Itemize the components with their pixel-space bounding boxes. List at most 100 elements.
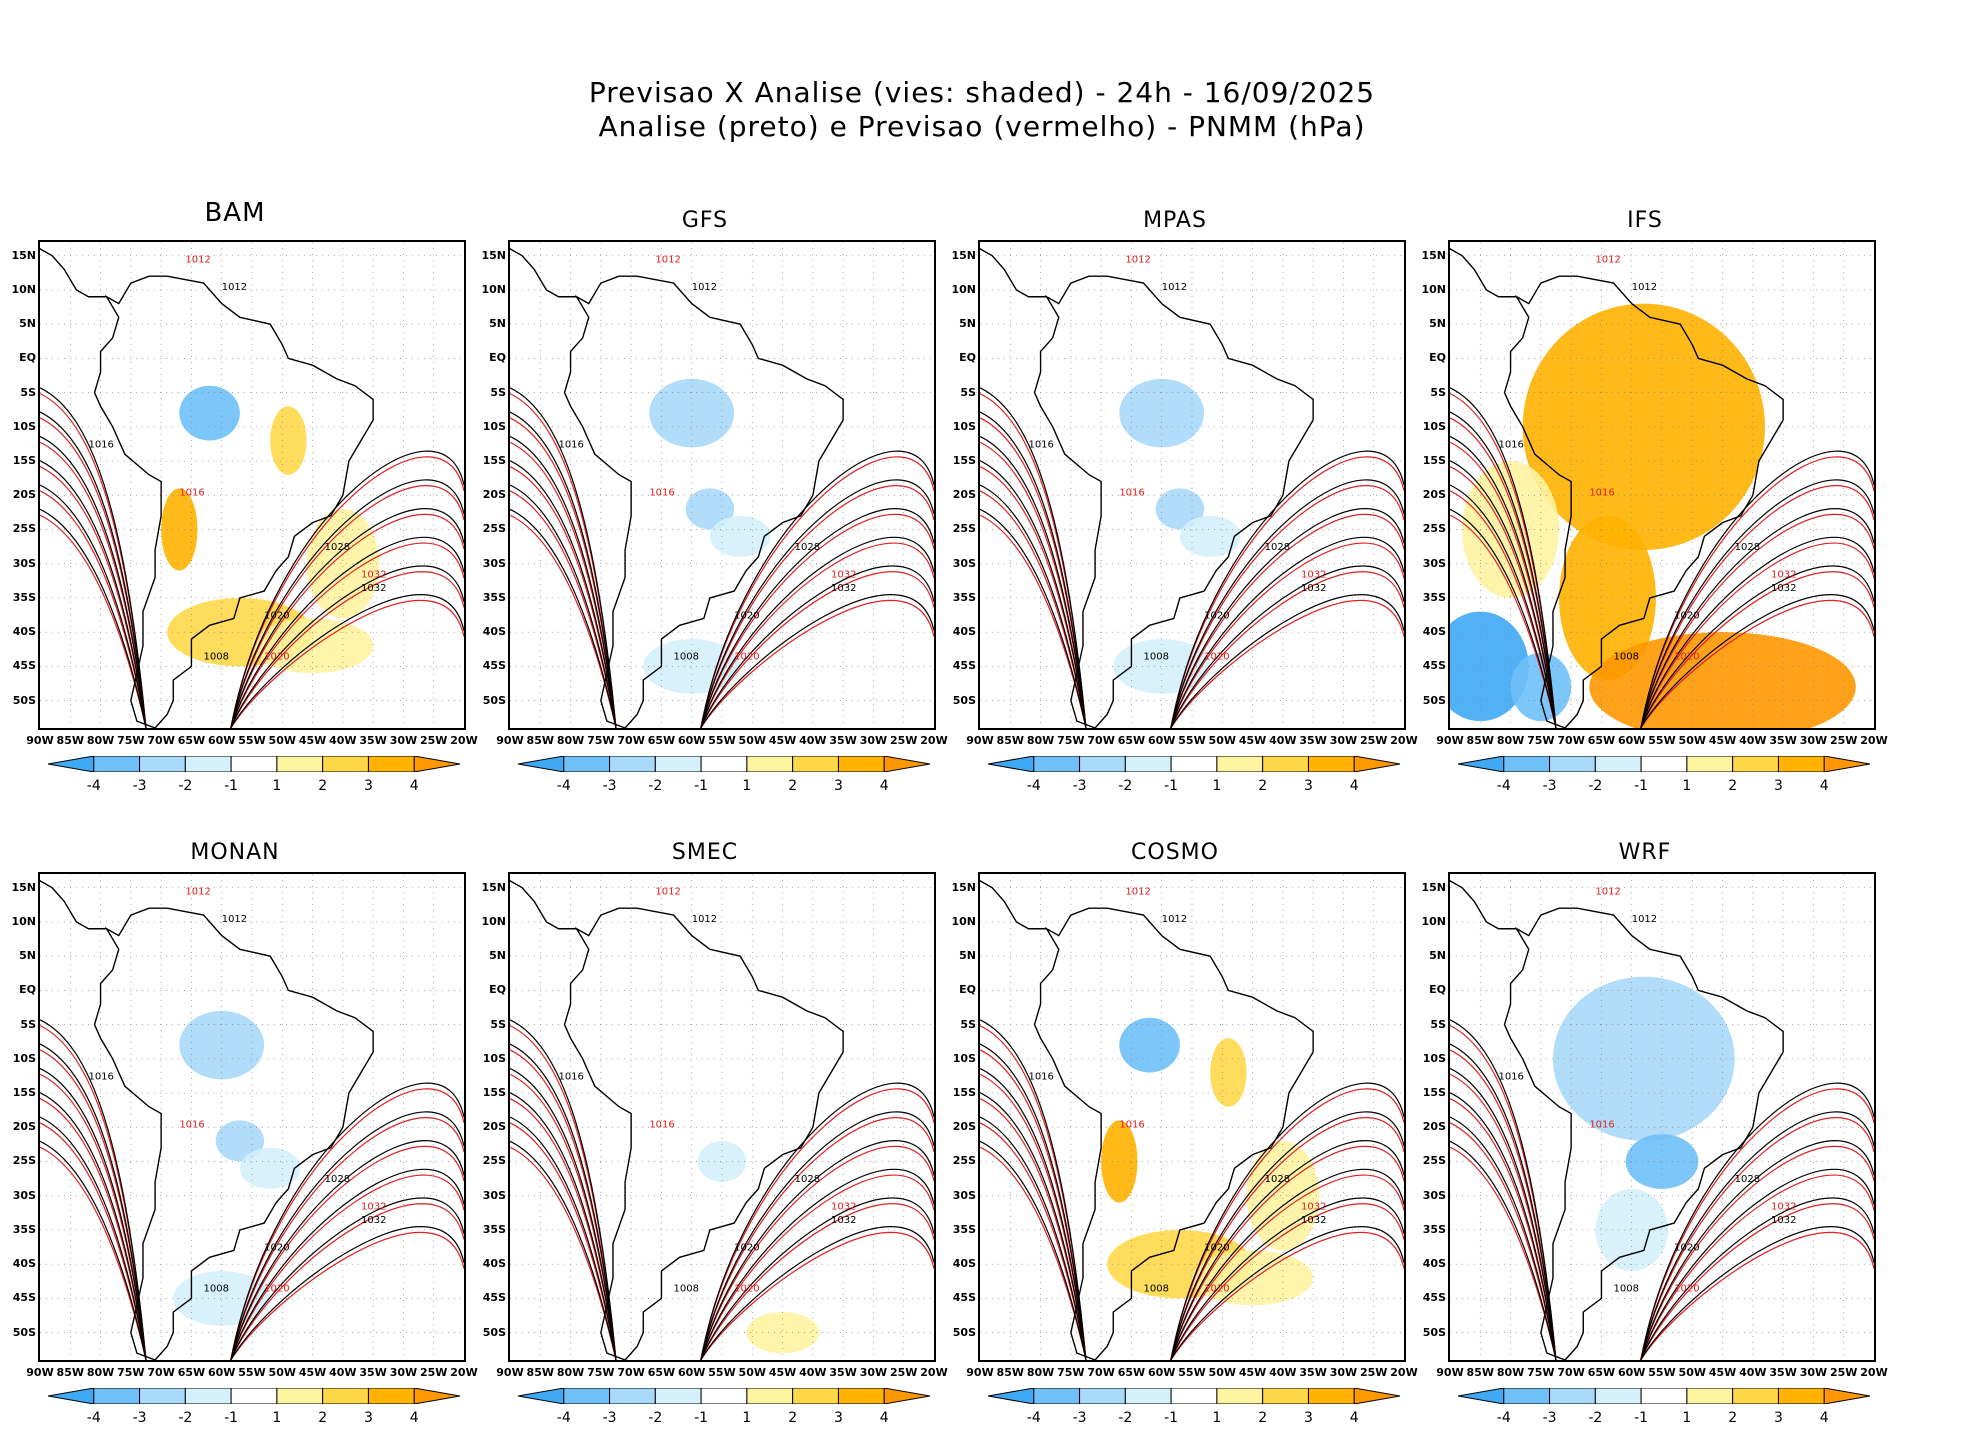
y-tick-label: 30S <box>952 556 976 570</box>
isobar-label: 1016 <box>1028 1071 1053 1082</box>
y-tick-label: 40S <box>12 625 36 639</box>
forecast-isobar <box>230 1174 464 1360</box>
colorbar-label: 1 <box>742 1410 752 1426</box>
colorbar-swatch <box>700 756 748 772</box>
map-svg: 1012 1016 1028 1032 1020 1008 1020 1032 1016 1012 <box>1450 242 1874 728</box>
y-tick-label: EQ <box>959 351 976 365</box>
analysis-isobar <box>40 508 147 728</box>
analysis-isobar <box>1640 1111 1874 1360</box>
coastline-central-america <box>1450 880 1517 930</box>
forecast-isobar <box>700 1088 934 1360</box>
x-tick-label: 60W <box>207 1366 236 1379</box>
forecast-isobar <box>230 1203 464 1360</box>
x-tick-label: 65W <box>1117 734 1146 747</box>
bias-shade <box>215 1120 265 1162</box>
colorbar-label: -3 <box>602 778 617 794</box>
x-tick-label: 40W <box>1739 734 1767 747</box>
analysis-isobar <box>1640 450 1874 728</box>
x-tick-label: 35W <box>359 1366 387 1379</box>
colorbar-label: 1 <box>272 778 282 794</box>
forecast-isobar <box>1170 542 1404 728</box>
colorbar-swatch <box>93 1388 141 1404</box>
colorbar-label: 2 <box>1258 1410 1268 1426</box>
x-tick-label: 20W <box>450 1366 478 1379</box>
isobar-label: 1016 <box>179 487 204 498</box>
bias-shade <box>306 508 380 619</box>
x-tick-label: 70W <box>1087 734 1115 747</box>
forecast-isobar <box>1170 456 1404 728</box>
y-tick-label: 25S <box>1422 1154 1446 1168</box>
forecast-isobar <box>510 1073 617 1360</box>
forecast-isobar <box>1450 1146 1557 1360</box>
isobar-label: 1032 <box>1771 569 1796 580</box>
colorbar-label: -4 <box>1496 1410 1511 1426</box>
analysis-isobar <box>980 435 1087 728</box>
panel-title: COSMO <box>1131 840 1219 865</box>
isobar-label: 1016 <box>1119 1119 1144 1130</box>
analysis-isobar <box>1170 565 1404 728</box>
y-tick-label: 30S <box>482 556 506 570</box>
colorbar <box>48 756 460 772</box>
x-tick-label: 80W <box>1496 1366 1525 1379</box>
x-tick-label: 70W <box>1087 1366 1115 1379</box>
colorbar-label: -1 <box>224 1410 239 1426</box>
colorbar-swatch <box>988 756 1035 772</box>
isobar-label: 1028 <box>1265 542 1290 553</box>
isobar-label: 1032 <box>831 1215 856 1226</box>
y-tick-label: 45S <box>1422 659 1446 673</box>
analysis-isobar <box>40 484 147 728</box>
coastline <box>1033 907 1314 1360</box>
forecast-isobar <box>980 1122 1087 1360</box>
colorbar-label: 3 <box>1773 778 1783 794</box>
y-tick-label: 10N <box>11 914 36 928</box>
isobar-label: 1032 <box>831 1201 856 1212</box>
forecast-isobar <box>230 456 464 728</box>
analysis-isobar <box>40 1043 147 1360</box>
isobar-label: 1016 <box>1119 487 1144 498</box>
colorbar-label: -1 <box>694 778 709 794</box>
x-tick-label: 80W <box>86 734 115 747</box>
analysis-isobar <box>1640 1226 1874 1360</box>
x-tick-label: 85W <box>526 1366 554 1379</box>
colorbar-swatch <box>1079 756 1126 772</box>
colorbar-swatch <box>230 756 278 772</box>
colorbar <box>988 756 1400 772</box>
x-tick-label: 80W <box>556 1366 585 1379</box>
colorbar-swatch <box>700 1388 748 1404</box>
isobar-label: 1012 <box>655 887 680 898</box>
analysis-isobar <box>510 1019 617 1360</box>
analysis-isobar <box>980 1067 1087 1360</box>
y-tick-label: EQ <box>1429 983 1446 997</box>
colorbar-swatch <box>837 1388 885 1404</box>
isobar-label: 1032 <box>831 569 856 580</box>
forecast-isobar <box>1170 1145 1404 1360</box>
analysis-isobar <box>510 387 617 728</box>
colorbar-swatch <box>609 1388 656 1404</box>
forecast-isobar <box>700 1203 934 1360</box>
y-tick-label: 10N <box>11 282 36 296</box>
colorbar-swatch <box>883 1388 930 1404</box>
x-tick-label: 50W <box>738 1366 766 1379</box>
colorbar-swatch <box>184 756 232 772</box>
colorbar-label: 3 <box>363 778 373 794</box>
forecast-isobar <box>1170 1231 1404 1360</box>
colorbar-label: -2 <box>1118 1410 1133 1426</box>
forecast-isobar <box>1640 485 1874 728</box>
analysis-isobar <box>1450 1067 1557 1360</box>
panel-wrf: WRF 1012 1016 1028 1032 1020 1008 1020 1032 1016 1… <box>1410 840 1887 1445</box>
x-tick-label: 55W <box>1648 734 1676 747</box>
colorbar-label: -3 <box>1542 778 1557 794</box>
x-tick-label: 85W <box>996 734 1024 747</box>
colorbar-swatch <box>1033 1388 1081 1404</box>
y-tick-label: 5S <box>490 385 506 399</box>
x-tick-label: 55W <box>238 734 266 747</box>
forecast-isobar <box>700 1231 934 1360</box>
colorbar-label: -2 <box>1118 778 1133 794</box>
analysis-isobar <box>980 387 1087 728</box>
forecast-isobar <box>40 1146 147 1360</box>
colorbar-swatch <box>1732 756 1779 772</box>
colorbar-swatch <box>609 756 656 772</box>
y-tick-label: 10N <box>951 914 976 928</box>
forecast-isobar <box>700 1174 934 1360</box>
title-line-2: Analise (preto) e Previsao (vermelho) - … <box>598 110 1366 143</box>
